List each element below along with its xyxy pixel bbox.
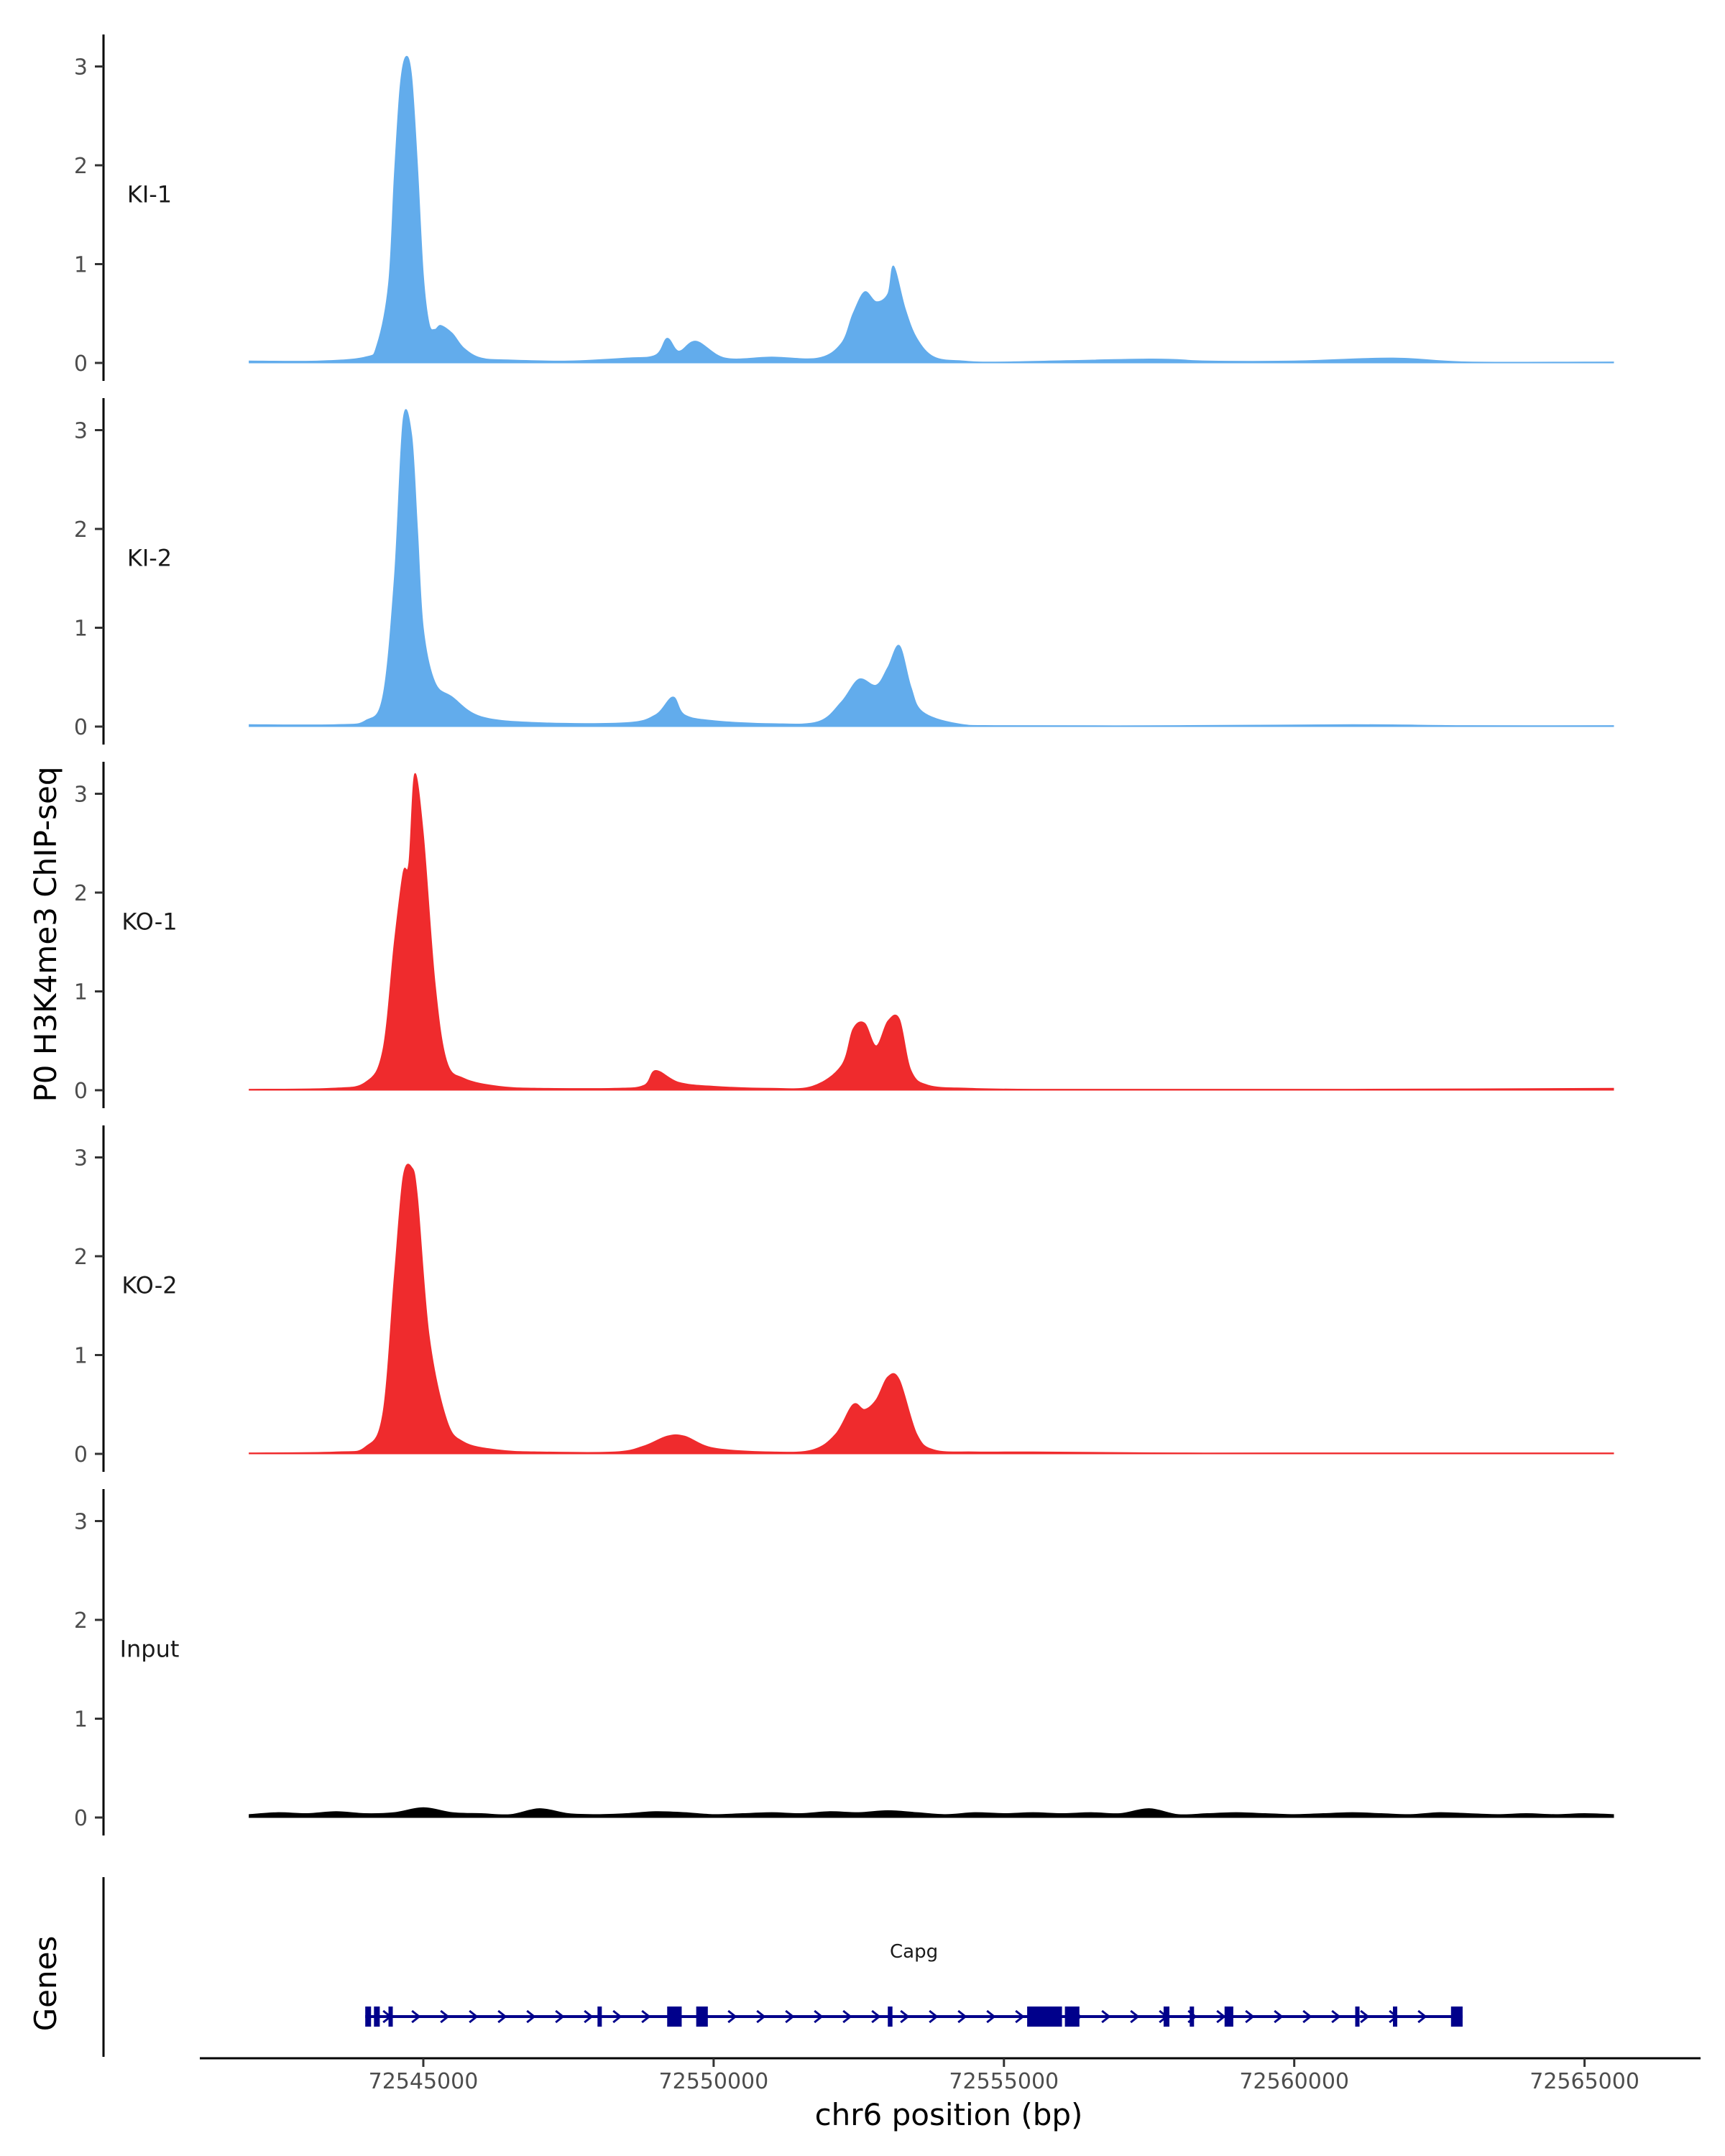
x-axis: 72545000 72550000 72555000 72560000 72565000 (200, 2057, 1701, 2094)
y-tick-label: 2 (74, 154, 88, 179)
exon-block (1027, 2007, 1062, 2027)
y-tick-label: 2 (74, 881, 88, 906)
strand-arrow (612, 2009, 622, 2024)
strand-arrow (929, 2009, 939, 2024)
strand-arrow (1274, 2009, 1284, 2024)
exon-block (374, 2007, 380, 2027)
strand-arrow (1302, 2009, 1312, 2024)
strand-arrow (842, 2009, 852, 2024)
exon-block (1450, 2007, 1463, 2027)
y-tick-label: 1 (74, 617, 88, 642)
strand-arrow (1417, 2009, 1427, 2024)
strand-arrow (871, 2009, 881, 2024)
exon-block (388, 2007, 393, 2027)
strand-arrow (1360, 2009, 1370, 2024)
strand-arrow (1331, 2009, 1341, 2024)
exon-block (667, 2007, 682, 2027)
y-tick-label: 2 (74, 517, 88, 543)
strand-arrow (440, 2009, 450, 2024)
y-axis-title: P0 H3K4me3 ChIP-seq (28, 766, 63, 1102)
y-tick-label: 1 (74, 980, 88, 1005)
tracks-layer: 0 1 2 3 KI-1 0 1 2 3 KI-2 0 1 2 3 KO-1 0 1 2 3 KO-2 0 1 2 3 Inpu… (74, 34, 1614, 1835)
exon-block (1163, 2007, 1170, 2027)
track-label: KO-1 (121, 908, 177, 936)
strand-arrow (900, 2009, 910, 2024)
strand-arrow (756, 2009, 766, 2024)
strand-arrow (785, 2009, 795, 2024)
track-ki-2: 0 1 2 3 KI-2 (74, 398, 1614, 745)
exon-block (597, 2007, 602, 2027)
signal-area (249, 773, 1614, 1091)
y-tick-label: 3 (74, 419, 88, 444)
strand-arrow (986, 2009, 996, 2024)
y-tick-label: 3 (74, 55, 88, 80)
strand-arrow (411, 2009, 421, 2024)
gene-capg: Capg (365, 1941, 1463, 2027)
y-tick-label: 1 (74, 1344, 88, 1369)
exon-block (1064, 2007, 1080, 2027)
strand-arrow (469, 2009, 479, 2024)
x-tick-label: 72560000 (1239, 2069, 1349, 2094)
y-tick-label: 1 (74, 253, 88, 278)
signal-area (249, 1164, 1614, 1455)
x-tick-label: 72555000 (949, 2069, 1059, 2094)
track-label: KO-2 (121, 1272, 177, 1299)
signal-area (249, 409, 1614, 727)
exon-block (1393, 2007, 1398, 2027)
y-tick-label: 0 (74, 715, 88, 740)
exon-block (1224, 2007, 1233, 2027)
y-tick-label: 3 (74, 1510, 88, 1535)
exon-block (1355, 2007, 1360, 2027)
exon-block (696, 2007, 708, 2027)
x-tick-label: 72550000 (659, 2069, 769, 2094)
y-tick-label: 0 (74, 1442, 88, 1468)
exon-block (1190, 2007, 1195, 2027)
y-tick-label: 1 (74, 1708, 88, 1733)
y-tick-label: 2 (74, 1245, 88, 1270)
y-tick-label: 0 (74, 351, 88, 377)
strand-arrow (1015, 2009, 1025, 2024)
strand-arrow (1245, 2009, 1255, 2024)
y-tick-label: 3 (74, 1146, 88, 1171)
track-input: 0 1 2 3 Input (74, 1489, 1614, 1835)
strand-arrow (1101, 2009, 1111, 2024)
y-tick-label: 0 (74, 1079, 88, 1104)
track-label: KI-1 (127, 181, 172, 208)
strand-arrow (1216, 2009, 1226, 2024)
strand-arrow (957, 2009, 967, 2024)
signal-area (249, 1807, 1614, 1818)
strand-arrow (1130, 2009, 1140, 2024)
strand-arrow (814, 2009, 824, 2024)
signal-area (249, 55, 1614, 364)
genes-axis-title: Genes (28, 1936, 63, 2032)
track-ko-1: 0 1 2 3 KO-1 (74, 762, 1614, 1108)
strand-arrow (497, 2009, 507, 2024)
track-ki-1: 0 1 2 3 KI-1 (74, 34, 1614, 381)
x-tick-label: 72565000 (1530, 2069, 1639, 2094)
genes-layer: Capg (102, 1877, 1463, 2057)
strand-arrow (727, 2009, 737, 2024)
y-tick-label: 0 (74, 1806, 88, 1831)
y-tick-label: 3 (74, 783, 88, 808)
strand-arrow (555, 2009, 565, 2024)
exon-block (365, 2007, 372, 2027)
x-axis-title: chr6 position (bp) (815, 2097, 1083, 2132)
x-tick-label: 72545000 (369, 2069, 479, 2094)
track-label: KI-2 (127, 545, 172, 572)
exon-block (888, 2007, 893, 2027)
y-tick-label: 2 (74, 1608, 88, 1634)
gene-label: Capg (890, 1941, 938, 1963)
track-label: Input (120, 1636, 180, 1663)
track-ko-2: 0 1 2 3 KO-2 (74, 1125, 1614, 1472)
strand-arrow (526, 2009, 536, 2024)
strand-arrow (584, 2009, 594, 2024)
strand-arrow (641, 2009, 651, 2024)
